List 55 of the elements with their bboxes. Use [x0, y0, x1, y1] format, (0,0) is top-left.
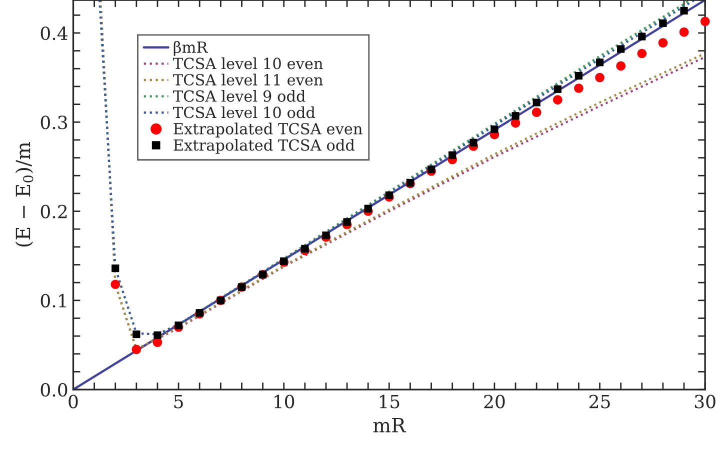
point	[112, 264, 120, 272]
point	[638, 32, 646, 40]
point	[679, 27, 689, 37]
point	[132, 344, 142, 354]
point	[132, 330, 140, 338]
point	[532, 108, 542, 117]
x-tick-label: 0	[68, 394, 78, 408]
x-tick-label: 30	[694, 394, 716, 408]
point	[595, 72, 604, 82]
legend-label: TCSA level 9 odd	[173, 90, 306, 102]
x-tick-label: 10	[274, 394, 294, 408]
point	[680, 6, 688, 14]
x-tick-label: 5	[174, 394, 183, 408]
point	[596, 58, 604, 66]
point	[659, 19, 667, 27]
point	[154, 331, 162, 339]
point	[574, 72, 583, 80]
point	[617, 45, 625, 53]
y-tick-label: 0.4	[40, 26, 68, 40]
point	[510, 118, 520, 128]
point	[616, 61, 626, 71]
point	[574, 84, 584, 93]
legend-label: Extrapolated TCSA even	[174, 122, 362, 138]
point	[532, 98, 540, 106]
point	[322, 232, 330, 240]
point	[658, 38, 668, 48]
legend-label: TCSA level 11 even	[173, 74, 323, 86]
point	[512, 112, 520, 120]
point	[637, 48, 647, 58]
point	[301, 244, 309, 253]
point	[110, 280, 120, 290]
point	[552, 95, 562, 104]
point	[427, 166, 436, 174]
y-axis-title: (E − E$_{0}$)/m	[15, 142, 34, 247]
y-tick-label: 0.3	[40, 116, 68, 130]
point	[490, 125, 498, 134]
legend-label: βmR	[174, 41, 208, 56]
x-tick-label: 20	[484, 394, 505, 408]
y-tick-label: 0.0	[40, 383, 68, 397]
x-tick-label: 15	[380, 394, 400, 408]
point	[448, 151, 456, 159]
point	[174, 322, 182, 330]
point	[470, 138, 478, 146]
legend-label: TCSA level 10 odd	[173, 106, 316, 118]
x-axis-title: mR	[373, 418, 406, 432]
x-tick-label: 25	[590, 394, 610, 408]
y-tick-label: 0.1	[40, 294, 66, 308]
point	[554, 85, 562, 93]
legend-label: TCSA level 10 even	[173, 57, 323, 70]
point	[385, 191, 393, 200]
point	[343, 218, 351, 226]
legend-label: Extrapolated TCSA odd	[174, 138, 355, 154]
point	[364, 204, 372, 212]
y-tick-label: 0.2	[40, 204, 67, 218]
point	[700, 16, 710, 26]
